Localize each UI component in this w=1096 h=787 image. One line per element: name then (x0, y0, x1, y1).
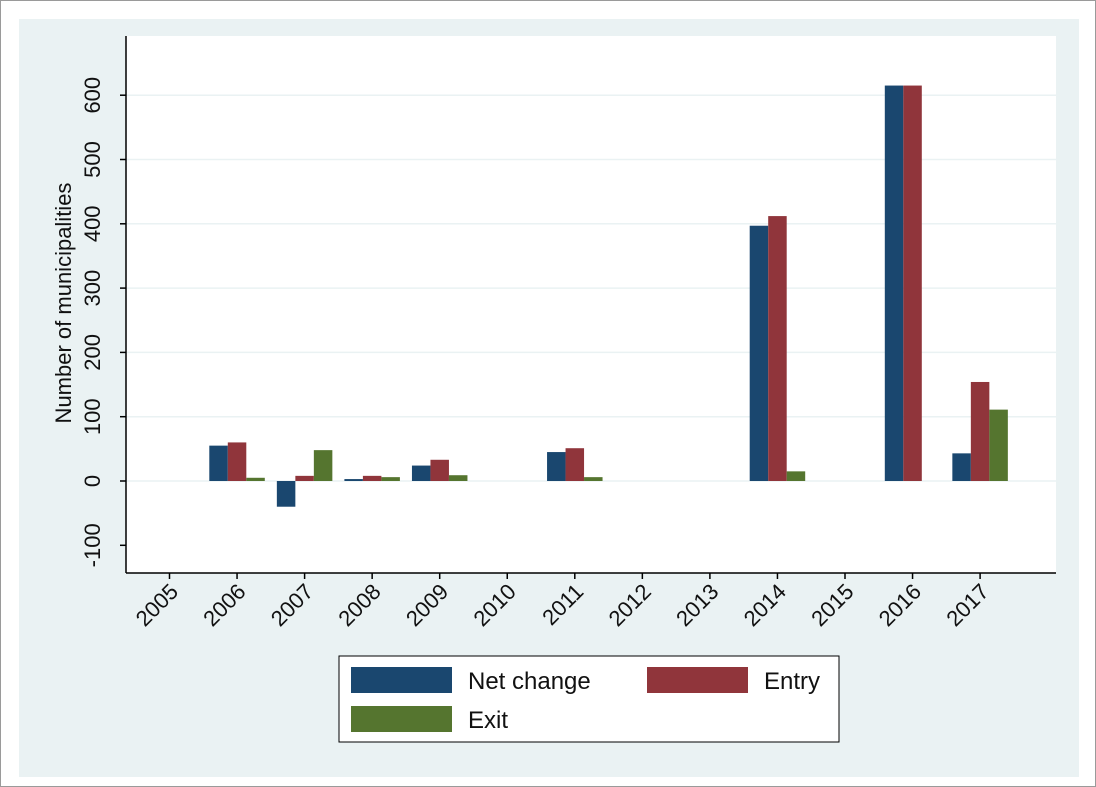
bar-entry-2016 (903, 85, 922, 482)
bar-exit-2007 (313, 450, 333, 481)
bar-net-change-2007 (276, 481, 296, 507)
bar-entry-2007 (295, 475, 314, 481)
legend-label-entry: Entry (764, 668, 820, 695)
bar-net-change-2009 (411, 465, 431, 481)
bar-entry-2009 (430, 459, 449, 481)
bar-entry-2011 (565, 448, 585, 481)
axes (125, 36, 1056, 574)
y-tick-label: 0 (80, 475, 105, 487)
bar-entry-2014 (768, 216, 787, 482)
bar-entry-2006 (227, 442, 247, 481)
y-tick-label: 200 (80, 334, 105, 371)
y-tick-label: 100 (80, 398, 105, 435)
bar-entry-2008 (362, 475, 382, 481)
legend-label-net-change: Net change (468, 668, 591, 695)
y-tick-label: 300 (80, 270, 105, 307)
bar-exit-2006 (246, 477, 265, 481)
bar-net-change-2016 (884, 85, 904, 482)
legend: Net change Entry Exit (338, 655, 840, 743)
y-tick-label: 400 (80, 205, 105, 242)
bar-exit-2009 (448, 475, 468, 481)
legend-label-exit: Exit (468, 707, 508, 734)
bar-exit-2011 (584, 477, 603, 481)
bar-entry-2017 (970, 381, 990, 481)
legend-swatch-entry (647, 667, 748, 693)
y-tick-label: 500 (80, 141, 105, 178)
legend-swatch-net-change (351, 667, 452, 693)
bar-net-change-2008 (344, 479, 363, 481)
legend-swatch-exit (351, 706, 452, 732)
bar-net-change-2014 (749, 225, 769, 481)
y-tick-label: 600 (80, 77, 105, 114)
bar-net-change-2006 (209, 445, 228, 481)
bar-exit-2008 (381, 477, 400, 481)
bar-exit-2017 (989, 409, 1008, 481)
bar-net-change-2011 (547, 452, 566, 481)
bars (209, 85, 1008, 507)
bar-net-change-2017 (952, 453, 971, 481)
y-axis-title: Number of municipalities (51, 183, 76, 424)
y-tick-label: -100 (80, 523, 105, 567)
y-ticks: -100 0 100 200 300 400 500 600 (80, 77, 126, 567)
bar-exit-2014 (786, 471, 806, 481)
